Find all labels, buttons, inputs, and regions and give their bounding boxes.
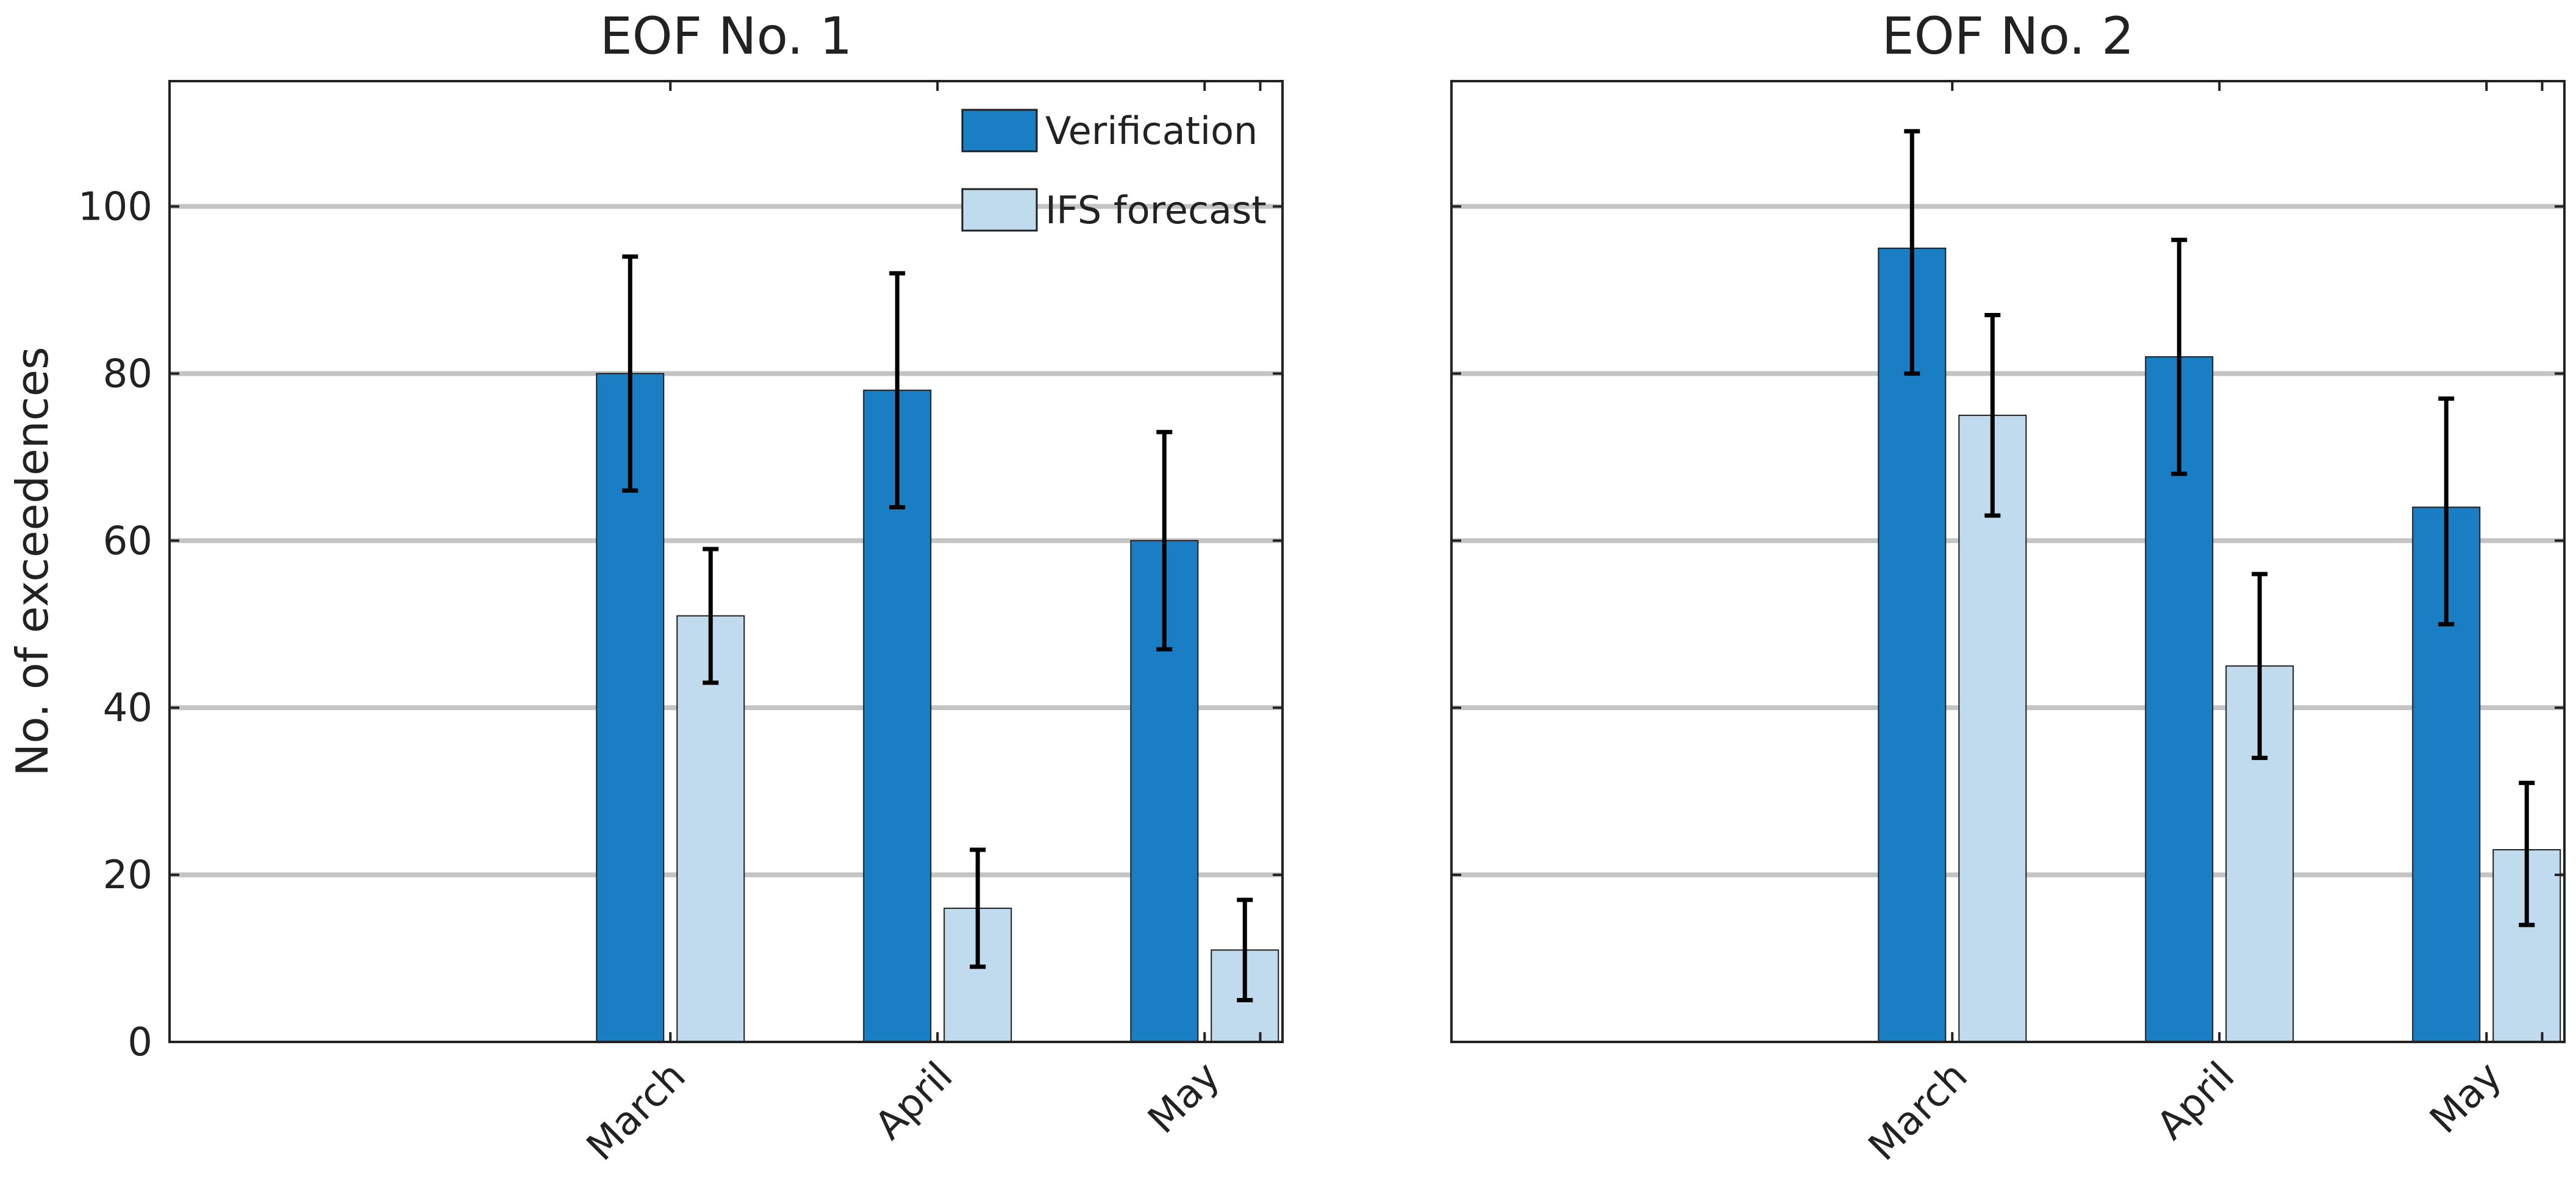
ytick-label-80: 80: [103, 351, 152, 397]
legend-swatch-ifs-forecast: [961, 188, 1038, 232]
ytick-label-20: 20: [103, 853, 152, 898]
xtick-label-march: March: [1860, 1054, 1976, 1169]
ytick-label-100: 100: [78, 184, 152, 229]
legend-label-verification: Verification: [1045, 109, 1258, 153]
chart-title: EOF No. 1: [600, 6, 853, 66]
ytick-label-60: 60: [103, 519, 152, 564]
axes-frame: [1450, 80, 2566, 1043]
error-bar-verification-may: [2438, 396, 2455, 627]
error-bar-ifs-forecast-april: [2252, 572, 2268, 760]
error-bar-verification-april: [2171, 237, 2188, 476]
error-bar-ifs-forecast-march: [703, 547, 719, 685]
error-bar-verification-april: [889, 271, 906, 509]
error-bar-verification-march: [622, 254, 639, 493]
error-bar-verification-march: [1904, 129, 1920, 376]
error-bar-ifs-forecast-april: [970, 847, 986, 969]
legend-swatch-verification: [961, 109, 1038, 153]
legend-label-ifs-forecast: IFS forecast: [1045, 188, 1267, 232]
error-bar-ifs-forecast-may: [2519, 780, 2535, 927]
axes-frame: [168, 80, 1284, 1043]
chart-title: EOF No. 2: [1882, 6, 2134, 66]
chart-panel-1: March April May 0 20 40 60 80 100 EOF No. 1 No. of…: [7, 6, 1284, 1169]
y-axis-label: No. of exceedences: [7, 346, 58, 776]
xtick-label-may: May: [1140, 1054, 1229, 1143]
ytick-label-0: 0: [127, 1020, 152, 1065]
xtick-label-may: May: [2422, 1054, 2511, 1143]
ytick-label-40: 40: [103, 686, 152, 731]
legend: Verification IFS forecast: [961, 109, 1267, 232]
xtick-label-april: April: [2148, 1054, 2244, 1149]
bar-ifs-forecast-march: [676, 615, 745, 1043]
error-bar-verification-may: [1156, 429, 1173, 652]
xtick-label-april: April: [867, 1054, 962, 1149]
error-bar-ifs-forecast-march: [1984, 312, 2001, 518]
error-bar-ifs-forecast-may: [1237, 897, 1253, 1003]
xtick-label-march: March: [578, 1054, 694, 1169]
bar-ifs-forecast-march: [1958, 414, 2027, 1043]
chart-panel-2: March April May EOF No. 2: [1450, 6, 2566, 1169]
bar-verification-march: [1878, 247, 1947, 1043]
